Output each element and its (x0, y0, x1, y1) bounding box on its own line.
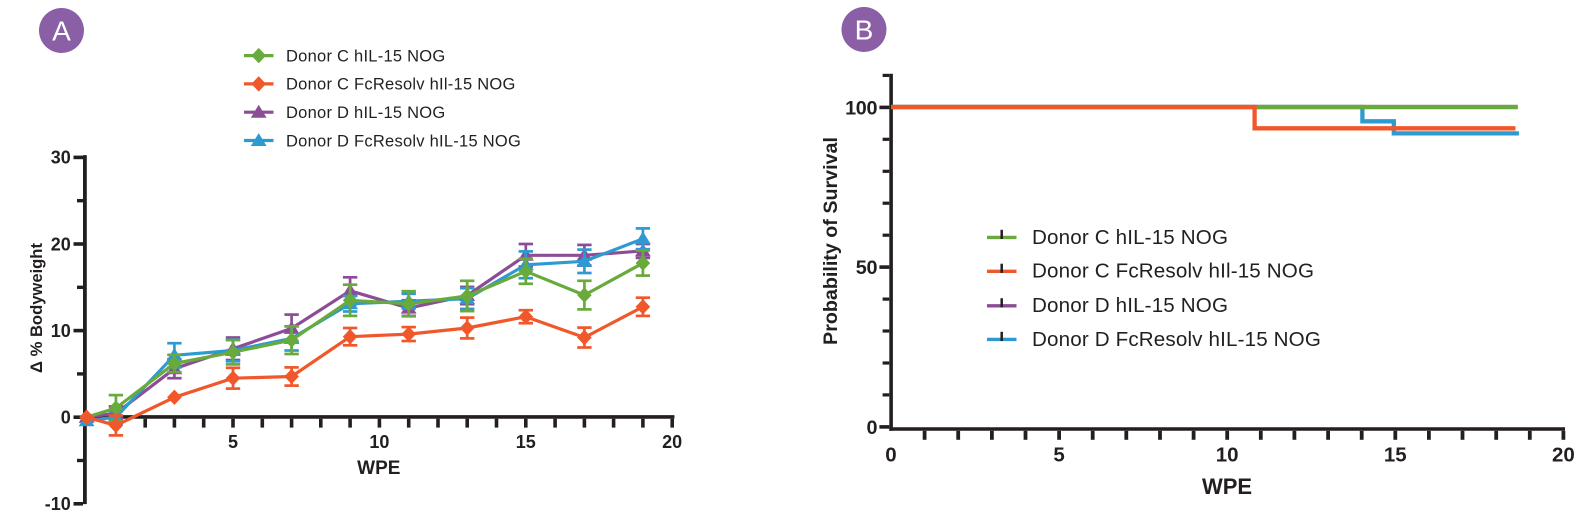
svg-text:20: 20 (1552, 444, 1575, 467)
svg-text:Donor C hIL-15 NOG: Donor C hIL-15 NOG (1032, 226, 1228, 249)
svg-text:A: A (52, 16, 71, 47)
svg-text:50: 50 (856, 257, 878, 279)
svg-text:15: 15 (1384, 444, 1407, 467)
svg-text:Δ % Bodyweight: Δ % Bodyweight (27, 243, 46, 373)
svg-text:10: 10 (369, 432, 389, 452)
svg-text:Donor D FcResolv hIL-15 NOG: Donor D FcResolv hIL-15 NOG (1032, 328, 1321, 351)
svg-text:5: 5 (228, 432, 238, 452)
svg-text:15: 15 (516, 432, 536, 452)
svg-text:Probability of Survival: Probability of Survival (820, 137, 842, 345)
svg-text:100: 100 (845, 97, 877, 119)
svg-text:Donor C FcResolv hIl-15 NOG: Donor C FcResolv hIl-15 NOG (286, 76, 516, 94)
svg-text:20: 20 (51, 234, 71, 254)
svg-text:0: 0 (885, 444, 896, 467)
svg-text:10: 10 (1216, 444, 1239, 467)
svg-text:0: 0 (61, 408, 71, 428)
svg-text:10: 10 (51, 321, 71, 341)
svg-text:Donor D hIL-15 NOG: Donor D hIL-15 NOG (1032, 294, 1228, 317)
svg-text:30: 30 (51, 148, 71, 168)
svg-text:Donor D hIL-15 NOG: Donor D hIL-15 NOG (286, 104, 445, 122)
svg-text:B: B (855, 15, 874, 46)
svg-text:0: 0 (866, 417, 877, 439)
svg-text:WPE: WPE (1202, 474, 1252, 499)
svg-text:20: 20 (662, 432, 682, 452)
svg-text:Donor D FcResolv hIL-15 NOG: Donor D FcResolv hIL-15 NOG (286, 132, 521, 150)
svg-text:-10: -10 (45, 494, 71, 514)
svg-text:Donor C FcResolv hIl-15 NOG: Donor C FcResolv hIl-15 NOG (1032, 260, 1314, 283)
svg-text:5: 5 (1053, 444, 1064, 467)
svg-text:Donor C hIL-15 NOG: Donor C hIL-15 NOG (286, 47, 445, 65)
svg-text:WPE: WPE (357, 458, 400, 479)
